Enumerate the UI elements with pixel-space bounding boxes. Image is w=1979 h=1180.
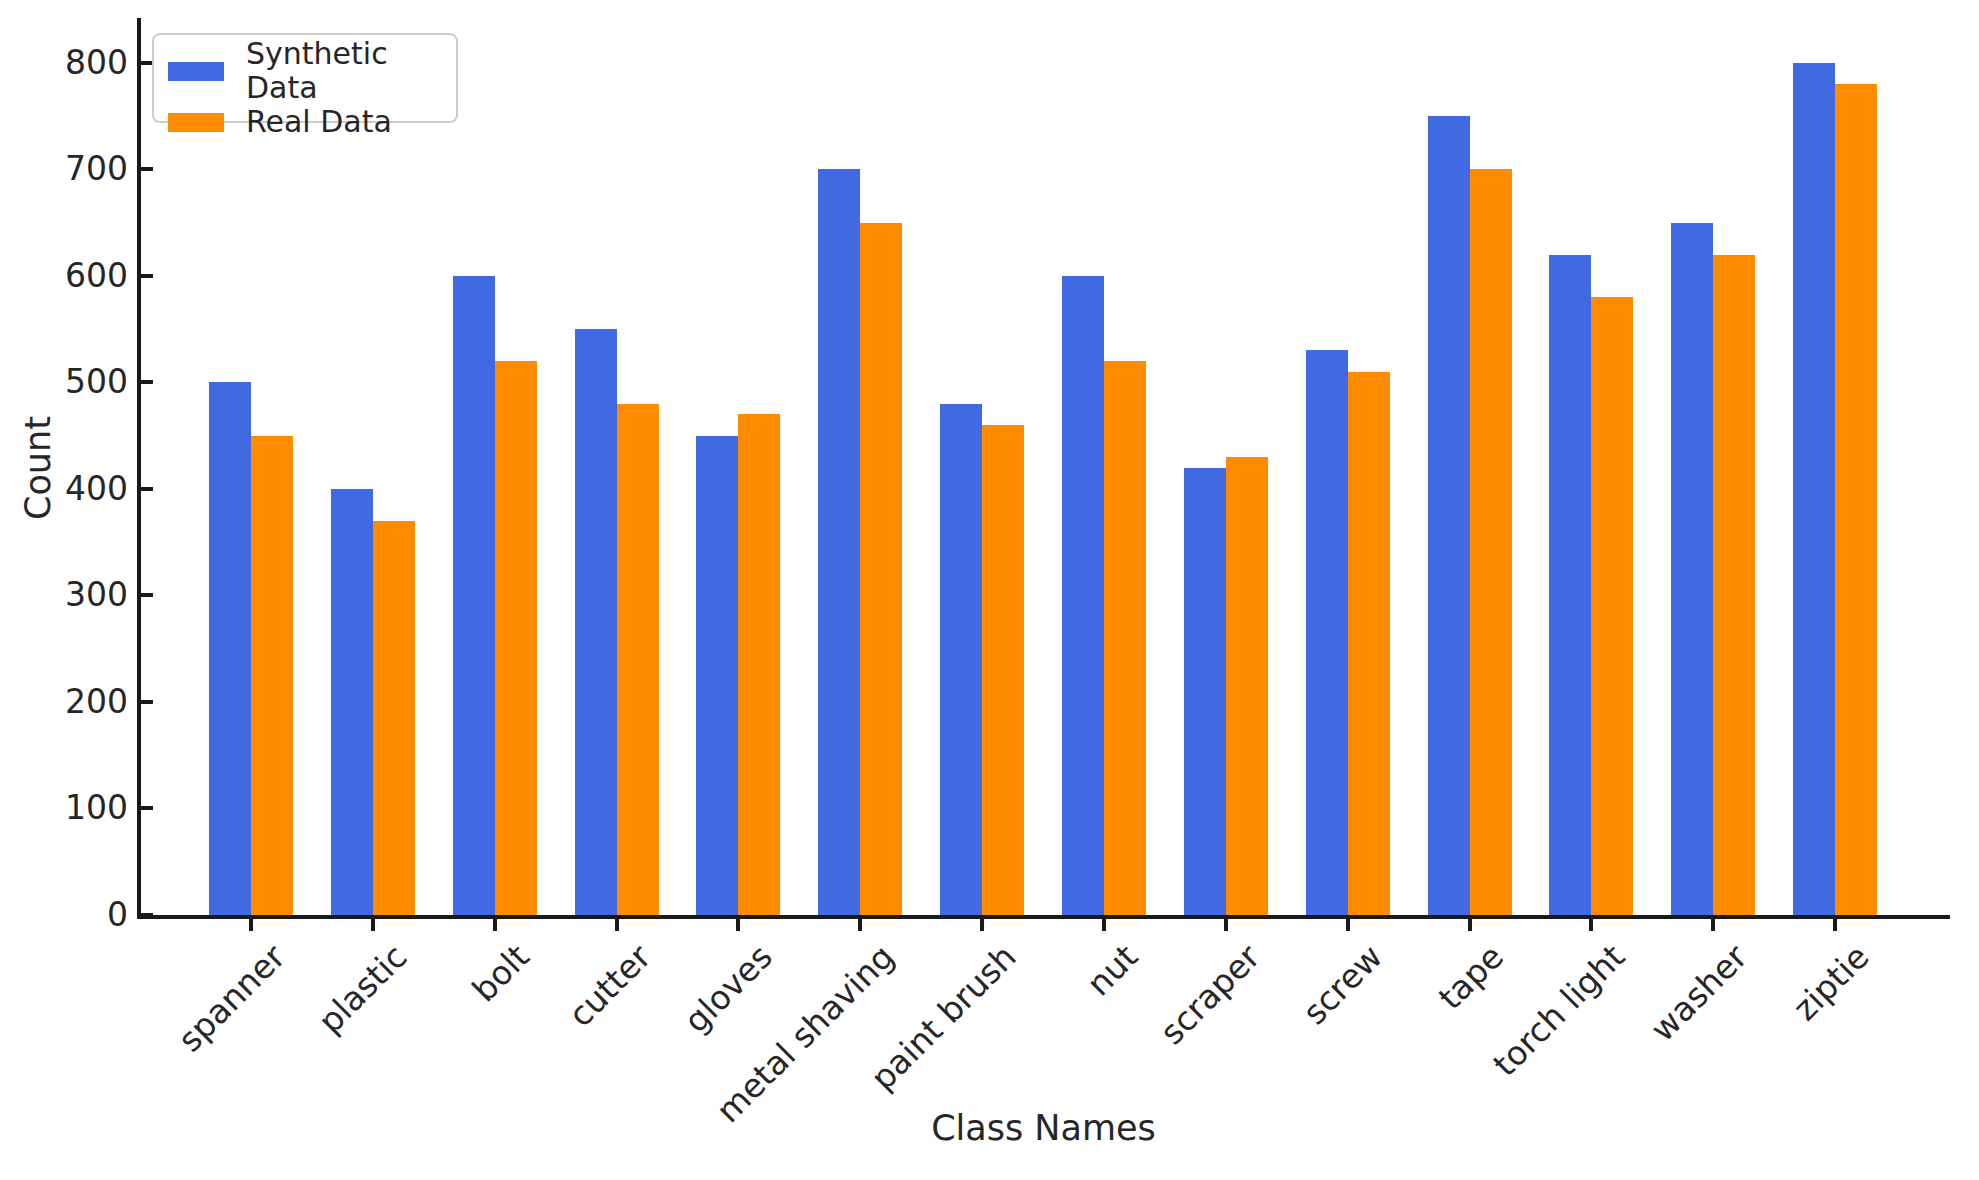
bar-cutter-real: [617, 404, 659, 915]
x-tick-label-nut: nut: [1079, 937, 1146, 1004]
plot-area: [137, 18, 1950, 915]
x-tick-label-tape: tape: [1430, 937, 1511, 1018]
bar-washer-synthetic: [1671, 223, 1713, 915]
y-tick-label-200: 200: [0, 682, 128, 722]
bar-nut-synthetic: [1062, 276, 1104, 915]
bar-spanner-real: [251, 436, 293, 915]
bar-bolt-real: [495, 361, 537, 915]
bar-chart-figure: Count 0100200300400500600700800 spannerp…: [0, 0, 1979, 1180]
x-tick-mark: [249, 919, 253, 931]
legend-entry-synthetic: Synthetic Data: [168, 37, 442, 105]
x-tick-mark: [1468, 919, 1472, 931]
y-tick-label-600: 600: [0, 256, 128, 296]
x-tick-label-scraper: scraper: [1152, 937, 1268, 1053]
x-tick-label-plastic: plastic: [311, 937, 416, 1042]
bar-cutter-synthetic: [575, 329, 617, 915]
y-axis-spine: [137, 18, 141, 919]
legend: Synthetic Data Real Data: [152, 33, 458, 123]
bar-scraper-synthetic: [1184, 468, 1226, 915]
x-tick-mark: [736, 919, 740, 931]
x-tick-mark: [1102, 919, 1106, 931]
x-tick-mark: [1589, 919, 1593, 931]
x-tick-label-torch-light: torch light: [1486, 937, 1634, 1085]
bar-plastic-synthetic: [331, 489, 373, 915]
bar-torch-light-real: [1591, 297, 1633, 915]
y-tick-label-500: 500: [0, 362, 128, 402]
x-tick-mark: [1711, 919, 1715, 931]
y-tick-label-100: 100: [0, 788, 128, 828]
bar-torch-light-synthetic: [1549, 255, 1591, 915]
legend-label-0: Synthetic Data: [246, 37, 442, 105]
legend-swatch-0: [168, 62, 224, 81]
y-tick-label-300: 300: [0, 575, 128, 615]
bar-metal-shaving-real: [860, 223, 902, 915]
bar-tape-real: [1470, 169, 1512, 915]
x-tick-label-gloves: gloves: [676, 937, 780, 1041]
bar-screw-synthetic: [1306, 350, 1348, 915]
legend-swatch-1: [168, 113, 224, 132]
bar-metal-shaving-synthetic: [818, 169, 860, 915]
bar-spanner-synthetic: [209, 382, 251, 915]
y-tick-label-700: 700: [0, 149, 128, 189]
x-tick-label-ziptie: ziptie: [1785, 937, 1877, 1029]
x-tick-mark: [371, 919, 375, 931]
bar-screw-real: [1348, 372, 1390, 915]
x-axis-title: Class Names: [137, 1108, 1950, 1148]
legend-label-1: Real Data: [246, 105, 392, 139]
bar-gloves-real: [738, 414, 780, 915]
x-tick-mark: [615, 919, 619, 931]
bar-gloves-synthetic: [696, 436, 738, 915]
x-tick-label-spanner: spanner: [170, 937, 293, 1060]
x-tick-mark: [1224, 919, 1228, 931]
bar-tape-synthetic: [1428, 116, 1470, 915]
x-tick-label-cutter: cutter: [561, 937, 659, 1035]
bar-plastic-real: [373, 521, 415, 915]
y-tick-label-0: 0: [0, 895, 128, 935]
x-tick-mark: [493, 919, 497, 931]
x-tick-mark: [858, 919, 862, 931]
x-tick-mark: [1833, 919, 1837, 931]
bar-scraper-real: [1226, 457, 1268, 915]
bar-paint-brush-synthetic: [940, 404, 982, 915]
bar-bolt-synthetic: [453, 276, 495, 915]
y-tick-label-400: 400: [0, 469, 128, 509]
bar-washer-real: [1713, 255, 1755, 915]
x-tick-label-bolt: bolt: [464, 937, 537, 1010]
x-tick-label-screw: screw: [1294, 937, 1390, 1033]
bar-paint-brush-real: [982, 425, 1024, 915]
x-tick-mark: [980, 919, 984, 931]
y-tick-label-800: 800: [0, 43, 128, 83]
bar-ziptie-real: [1835, 84, 1877, 915]
x-tick-label-washer: washer: [1643, 937, 1756, 1050]
x-tick-mark: [1346, 919, 1350, 931]
bar-nut-real: [1104, 361, 1146, 915]
legend-entry-real: Real Data: [168, 105, 442, 139]
bar-ziptie-synthetic: [1793, 63, 1835, 915]
